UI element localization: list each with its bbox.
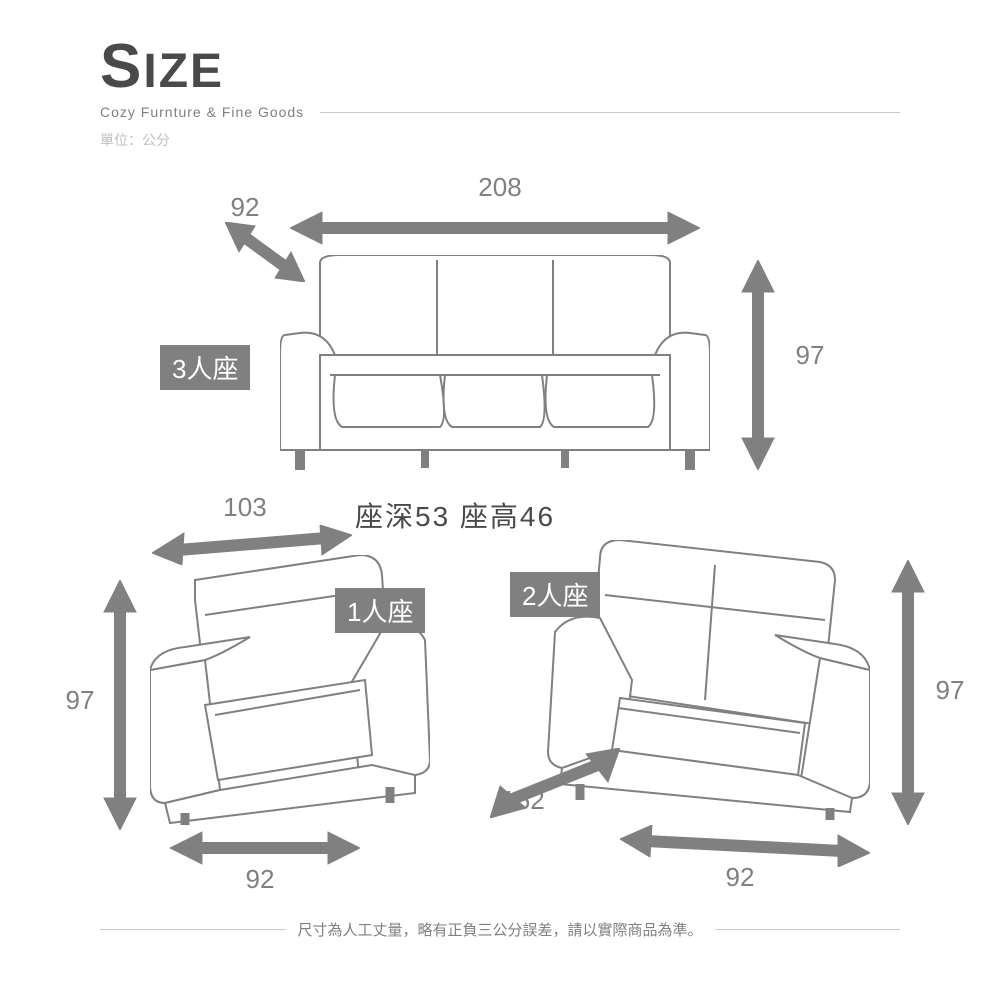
dim-2seat-height: 97 — [930, 675, 970, 706]
dim-2seat-depth: 92 — [720, 862, 760, 893]
footer-rule-right — [715, 929, 901, 930]
arrow-1seat-width — [152, 525, 352, 565]
seat-depth-height: 座深53 座高46 — [355, 495, 555, 535]
arrow-1seat-depth — [170, 830, 360, 866]
arrow-3seat-width — [290, 210, 700, 246]
arrow-3seat-depth — [225, 222, 305, 282]
footer: 尺寸為人工丈量，略有正負三公分誤差，請以實際商品為準。 — [100, 919, 900, 940]
dim-2seat-width: 152 — [498, 785, 548, 816]
tag-1seat: 1人座 — [335, 588, 425, 633]
dim-1seat-width: 103 — [215, 492, 275, 523]
dim-1seat-height: 97 — [60, 685, 100, 716]
diagram-canvas: 208 92 97 3人座 座深53 座高46 — [0, 0, 1000, 1000]
arrow-2seat-depth — [620, 825, 870, 867]
sofa-3seat-drawing — [280, 255, 710, 475]
tag-2seat: 2人座 — [510, 572, 600, 617]
dim-1seat-depth: 92 — [240, 864, 280, 895]
arrow-1seat-height — [102, 580, 138, 830]
tag-3seat: 3人座 — [160, 345, 250, 390]
footer-note: 尺寸為人工丈量，略有正負三公分誤差，請以實際商品為準。 — [286, 919, 715, 940]
dim-3seat-width: 208 — [460, 172, 540, 203]
dim-3seat-height: 97 — [790, 340, 830, 371]
dim-3seat-depth: 92 — [225, 192, 265, 223]
footer-rule-left — [100, 929, 286, 930]
arrow-2seat-height — [890, 560, 926, 825]
arrow-3seat-height — [740, 260, 776, 470]
